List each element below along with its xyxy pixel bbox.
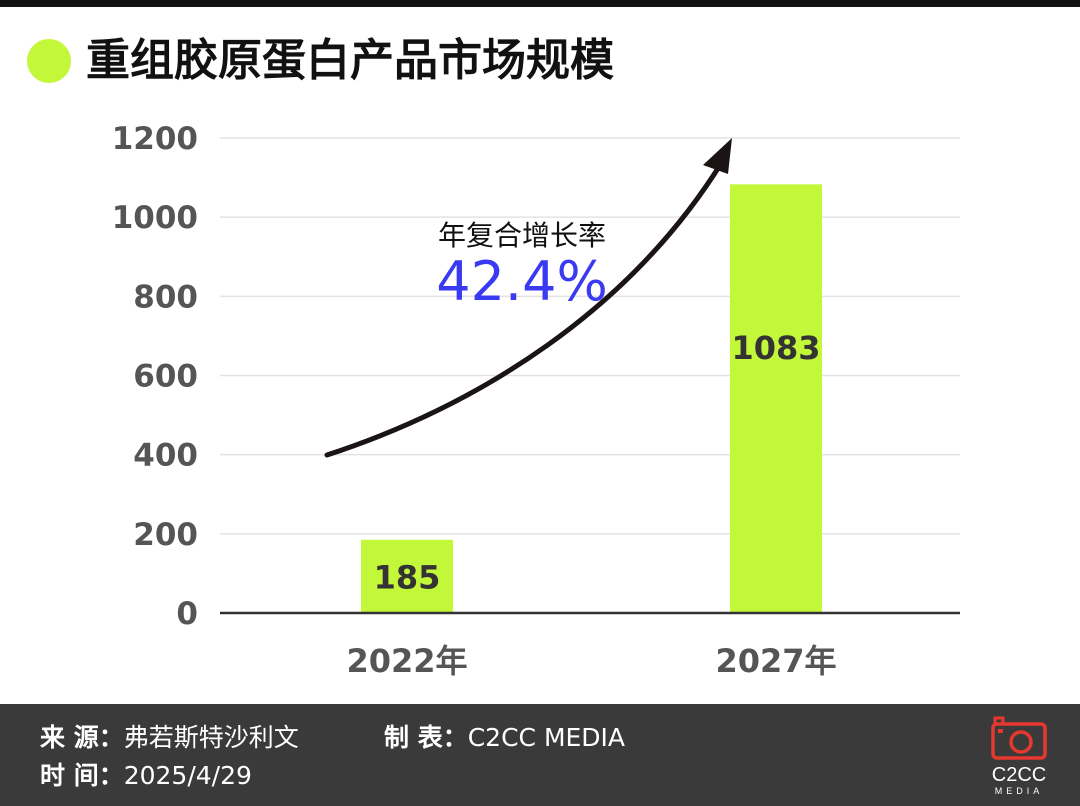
y-tick-label: 200 xyxy=(133,517,198,553)
title-dot-icon xyxy=(27,39,71,83)
bars: 185 1083 xyxy=(361,184,822,613)
data-label: 185 xyxy=(374,558,441,596)
bar xyxy=(361,539,453,613)
time-value: 2025/4/29 xyxy=(123,761,252,790)
y-tick-label: 1200 xyxy=(112,121,198,157)
source-row: 来 源：弗若斯特沙利文 xyxy=(40,722,299,754)
growth-arrow xyxy=(324,138,732,458)
maker-label: 制 表： xyxy=(384,723,468,752)
grid-lines xyxy=(220,137,960,535)
y-tick-label: 600 xyxy=(133,359,198,395)
top-bar xyxy=(0,0,1080,7)
y-tick-label: 800 xyxy=(133,279,198,315)
y-tick-label: 0 xyxy=(176,596,198,632)
cagr-label: 年复合增长率 xyxy=(438,219,606,252)
bar-chart: 0 200 400 600 800 1000 1200 185 1083 年复合增长率 42.… xyxy=(112,121,960,680)
source-value: 弗若斯特沙利文 xyxy=(123,723,299,752)
y-tick-label: 400 xyxy=(133,438,198,474)
maker-value: C2CC MEDIA xyxy=(467,723,626,752)
time-label: 时 间： xyxy=(40,761,124,790)
x-tick-label: 2027年 xyxy=(715,642,836,680)
camera-icon xyxy=(991,716,1047,760)
footer: 来 源：弗若斯特沙利文 制 表：C2CC MEDIA 时 间：2025/4/29 xyxy=(0,704,1080,806)
chart-title: 重组胶原蛋白产品市场规模 xyxy=(86,35,614,86)
time-row: 时 间：2025/4/29 xyxy=(40,760,252,792)
cagr-value: 42.4% xyxy=(436,250,608,313)
logo-subtext: MEDIA xyxy=(994,786,1044,796)
source-label: 来 源： xyxy=(40,723,124,752)
y-axis-ticks: 0 200 400 600 800 1000 1200 xyxy=(112,121,198,632)
x-tick-label: 2022年 xyxy=(346,642,467,680)
logo-text: C2CC xyxy=(991,764,1047,786)
maker-row: 制 表：C2CC MEDIA xyxy=(384,722,625,754)
y-tick-label: 1000 xyxy=(112,200,198,236)
x-axis-ticks: 2022年 2027年 xyxy=(346,642,836,680)
logo: C2CC MEDIA xyxy=(985,716,1053,798)
bar xyxy=(730,184,822,613)
data-label: 1083 xyxy=(731,329,820,367)
